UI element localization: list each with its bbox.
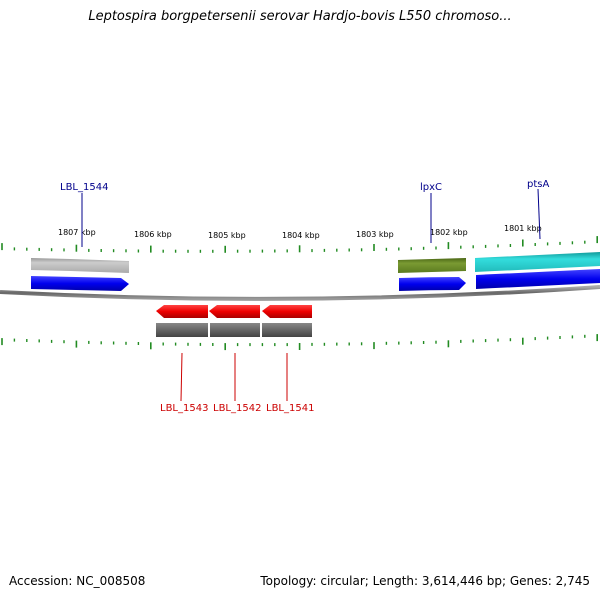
gene-LBL_1541[interactable] bbox=[262, 323, 312, 337]
cds-LBL_1542[interactable] bbox=[209, 305, 260, 318]
scale-label: 1804 kbp bbox=[282, 231, 320, 240]
reverse-cds-track bbox=[156, 305, 312, 318]
gene-label[interactable]: LBL_1541 bbox=[266, 403, 314, 414]
reverse-gene-track bbox=[156, 323, 312, 337]
outer-tick-marks bbox=[1, 236, 599, 253]
accession-text: Accession: NC_008508 bbox=[9, 574, 146, 588]
leader-ptsA bbox=[537, 188, 541, 240]
map-title: Leptospira borgpetersenii serovar Hardjo… bbox=[88, 9, 512, 24]
scale-label: 1801 kbp bbox=[504, 224, 542, 233]
forward-gene-track bbox=[31, 252, 600, 273]
scale-label: 1806 kbp bbox=[134, 230, 172, 239]
cds-lpxC[interactable] bbox=[399, 277, 466, 291]
leader-LBL_1543 bbox=[180, 352, 183, 402]
inner-tick-marks bbox=[1, 334, 599, 351]
scale-label: 1807 kbp bbox=[58, 228, 96, 237]
scale-label: 1805 kbp bbox=[208, 231, 246, 240]
gene-ptsA[interactable] bbox=[475, 252, 600, 272]
gene-label[interactable]: LBL_1544 bbox=[60, 182, 108, 193]
cds-LBL_1544[interactable] bbox=[31, 276, 129, 291]
backbone-arc bbox=[0, 285, 600, 301]
label-leaders bbox=[81, 188, 541, 402]
cds-LBL_1541[interactable] bbox=[262, 305, 312, 318]
cds-LBL_1543[interactable] bbox=[156, 305, 208, 318]
gene-LBL_1542[interactable] bbox=[210, 323, 260, 337]
gene-LBL_1544[interactable] bbox=[31, 258, 129, 273]
scale-label: 1802 kbp bbox=[430, 228, 468, 237]
gene-label[interactable]: LBL_1542 bbox=[213, 403, 261, 414]
gene-label[interactable]: LBL_1543 bbox=[160, 403, 208, 414]
gene-lpxC[interactable] bbox=[398, 258, 466, 273]
gene-labels: LBL_1544 lpxC ptsA LBL_1543 LBL_1542 LBL… bbox=[60, 179, 549, 414]
scale-labels: 1807 kbp 1806 kbp 1805 kbp 1804 kbp 1803… bbox=[58, 224, 542, 240]
forward-cds-track bbox=[31, 269, 600, 291]
genome-summary-text: Topology: circular; Length: 3,614,446 bp… bbox=[260, 574, 590, 588]
gene-label[interactable]: ptsA bbox=[527, 179, 549, 190]
gene-label[interactable]: lpxC bbox=[420, 182, 442, 193]
gene-LBL_1543[interactable] bbox=[156, 323, 208, 337]
cds-ptsA[interactable] bbox=[476, 269, 600, 289]
scale-label: 1803 kbp bbox=[356, 230, 394, 239]
